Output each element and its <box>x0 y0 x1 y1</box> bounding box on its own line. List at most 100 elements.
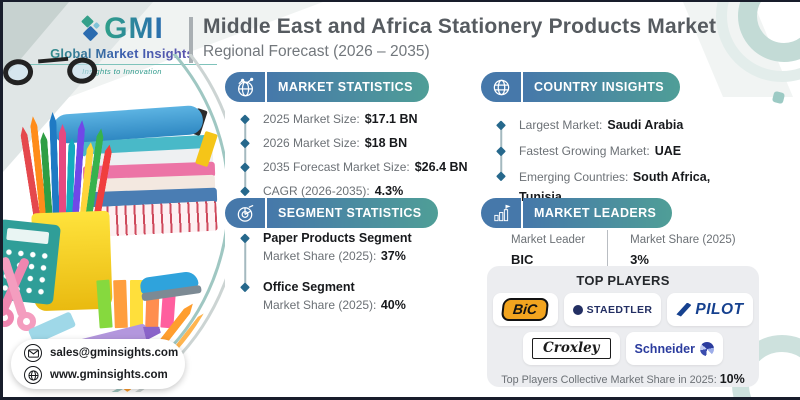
bic-logo: BiC <box>501 298 550 321</box>
list-item: Fastest Growing Market: UAE <box>495 138 743 164</box>
glasses-lens-right <box>66 56 99 85</box>
contact-email-text: sales@gminsights.com <box>50 347 179 359</box>
item-label: Fastest Growing Market: <box>519 144 650 158</box>
list-item: 2035 Forecast Market Size: $26.4 BN <box>239 155 471 179</box>
section-title: SEGMENT STATISTICS <box>267 198 438 228</box>
diamond-bullet-icon <box>240 282 250 292</box>
globe-grid-icon <box>481 72 521 102</box>
logo-text: GMI <box>104 12 164 45</box>
segment-statistics-list: Paper Products Segment Market Share (202… <box>239 229 471 327</box>
leader-label: Market Leader <box>511 234 586 246</box>
pilot-swoosh-icon <box>676 302 692 317</box>
market-statistics-header: MARKET STATISTICS <box>225 72 429 102</box>
top-players-row-2: Croxley Schneider <box>487 332 759 365</box>
scissors-handle <box>3 308 14 327</box>
item-label: 2025 Market Size: <box>263 112 360 126</box>
scissors <box>3 256 43 346</box>
contact-website-text: www.gminsights.com <box>50 369 168 381</box>
diamond-bullet-icon <box>240 138 250 148</box>
sticky-flag <box>113 279 128 329</box>
player-card-schneider: Schneider <box>625 332 723 365</box>
item-value: 40% <box>380 298 406 312</box>
stationery-photo <box>3 54 225 392</box>
calculator-screen <box>6 227 50 245</box>
globe-icon <box>24 366 42 384</box>
diamond-bullet-icon <box>240 162 250 172</box>
item-value: 37% <box>380 249 406 263</box>
photo-content <box>3 54 225 392</box>
schneider-logo: Schneider <box>634 341 695 356</box>
teal-chip <box>771 90 786 105</box>
footer-value: 10% <box>719 372 745 386</box>
section-title: COUNTRY INSIGHTS <box>523 72 681 102</box>
item-label: CAGR (2026-2035): <box>263 184 370 198</box>
contact-card: sales@gminsights.com www.gminsights.com <box>11 339 185 389</box>
item-label: Market Share (2025): <box>263 249 377 263</box>
page-subtitle: Regional Forecast (2026 – 2035) <box>203 43 430 60</box>
leader-value: BIC <box>511 252 534 267</box>
item-label: Emerging Countries: <box>519 170 629 184</box>
item-value: $26.4 BN <box>414 160 468 174</box>
bar-chart-flag-icon <box>481 198 521 228</box>
section-title: MARKET STATISTICS <box>267 72 429 102</box>
glasses-bridge <box>38 56 69 66</box>
item-label: 2026 Market Size: <box>263 136 360 150</box>
market-share-column: Market Share (2025) 3% <box>630 230 735 267</box>
diamond-bullet-icon <box>496 171 506 181</box>
country-insights-list: Largest Market: Saudi Arabia Fastest Gro… <box>495 112 743 207</box>
top-players-box: TOP PLAYERS BiC STAEDTLER PILOT Croxley <box>487 266 759 387</box>
section-title: MARKET LEADERS <box>523 198 673 228</box>
item-value: $17.1 BN <box>364 112 418 126</box>
globe-trend-icon <box>225 72 265 102</box>
diamond-bullet-icon <box>496 146 506 156</box>
item-value: $18 BN <box>364 136 408 150</box>
player-card-croxley: Croxley <box>523 332 620 365</box>
scissors-handle <box>17 312 36 331</box>
item-value: UAE <box>654 144 682 158</box>
diamond-small <box>93 21 101 30</box>
item-label: Largest Market: <box>519 118 603 132</box>
market-leaders-content: Market Leader BIC Market Share (2025) 3% <box>511 230 736 267</box>
staedtler-head-icon <box>572 304 583 315</box>
diamond-bullet-icon <box>240 233 250 243</box>
list-item: Paper Products Segment Market Share (202… <box>239 229 471 265</box>
pilot-logo: PILOT <box>695 300 744 318</box>
sticky-flags <box>96 279 177 329</box>
top-players-row-1: BiC STAEDTLER PILOT <box>487 293 759 326</box>
contact-email[interactable]: sales@gminsights.com <box>24 344 185 362</box>
list-item: Largest Market: Saudi Arabia <box>495 112 743 138</box>
top-players-footer: Top Players Collective Market Share in 2… <box>487 372 759 386</box>
list-item: Office Segment Market Share (2025): 40% <box>239 278 471 314</box>
connector-line <box>244 119 246 191</box>
schneider-globe-icon <box>699 341 714 356</box>
item-label: Market Share (2025): <box>263 298 377 312</box>
eyeglasses <box>3 54 108 90</box>
market-leaders-header: MARKET LEADERS <box>481 198 673 228</box>
item-value: Saudi Arabia <box>607 118 684 132</box>
segment-statistics-header: SEGMENT STATISTICS <box>225 198 438 228</box>
list-item: 2025 Market Size: $17.1 BN <box>239 107 471 131</box>
croxley-logo: Croxley <box>532 338 611 359</box>
pie-chart-icon <box>225 198 265 228</box>
page-title: Middle East and Africa Stationery Produc… <box>203 15 717 38</box>
segment-name: Paper Products Segment <box>263 231 412 245</box>
footer-label: Top Players Collective Market Share in 2… <box>501 374 717 386</box>
share-label: Market Share (2025) <box>630 234 736 246</box>
market-statistics-list: 2025 Market Size: $17.1 BN 2026 Market S… <box>239 107 471 203</box>
player-card-staedtler: STAEDTLER <box>563 293 662 326</box>
contact-website[interactable]: www.gminsights.com <box>24 366 185 384</box>
player-card-pilot: PILOT <box>667 293 753 326</box>
sticky-flag <box>130 280 143 328</box>
item-value: 4.3% <box>374 184 404 198</box>
glasses-lens-left <box>3 57 35 87</box>
colored-pencil <box>59 124 66 224</box>
stapler <box>139 270 205 308</box>
list-item: 2026 Market Size: $18 BN <box>239 131 471 155</box>
diamond-bullet-icon <box>496 120 506 130</box>
country-insights-header: COUNTRY INSIGHTS <box>481 72 681 102</box>
sticky-flag <box>96 279 113 329</box>
envelope-icon <box>24 344 42 362</box>
item-label: 2035 Forecast Market Size: <box>263 160 410 174</box>
market-leader-column: Market Leader BIC <box>511 230 585 267</box>
